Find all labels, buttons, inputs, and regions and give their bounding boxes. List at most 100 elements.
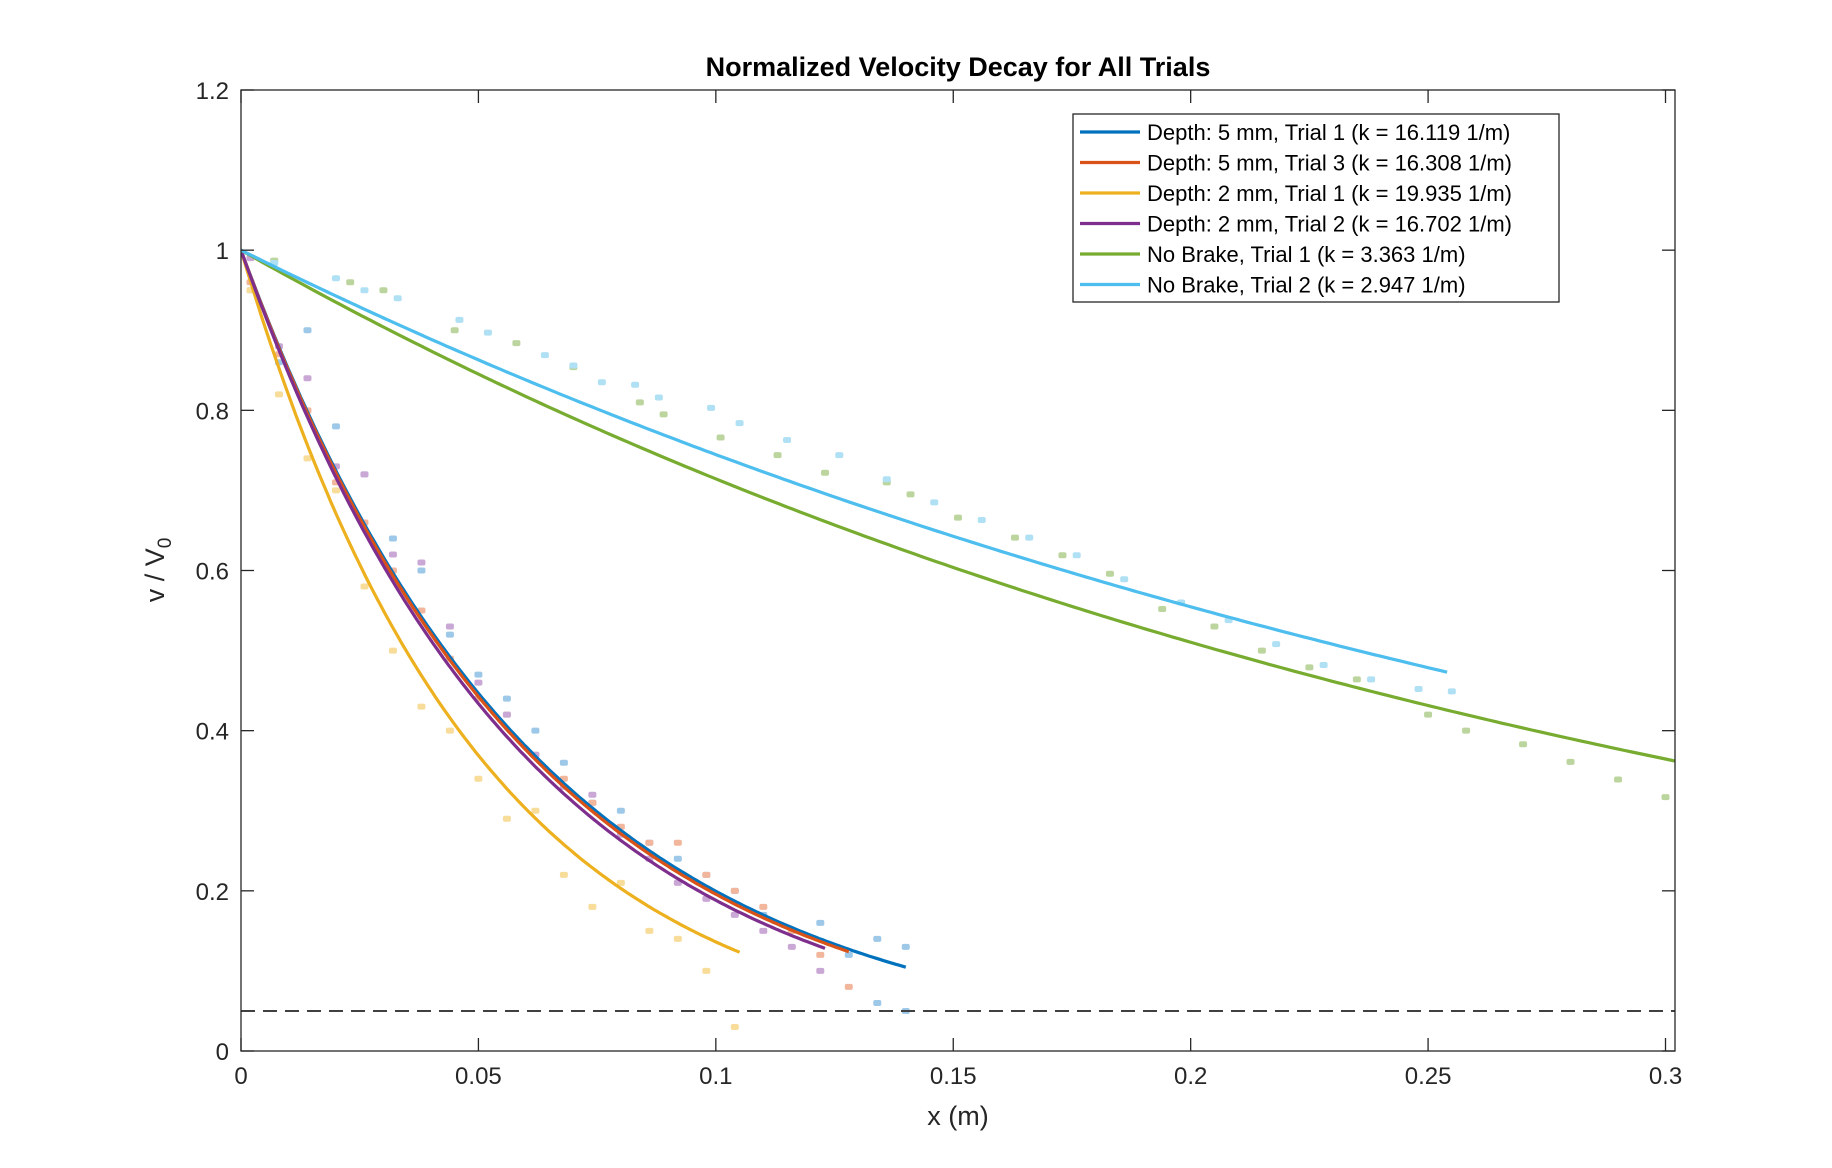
scatter-point — [445, 623, 454, 630]
scatter-point — [379, 287, 388, 294]
x-tick-label: 0.05 — [455, 1063, 502, 1090]
fit-line-5 — [241, 248, 1448, 674]
scatter-series-4 — [270, 257, 1670, 801]
scatter-point — [331, 275, 340, 282]
axis-ticks: 0 0.05 0.1 0.15 0.2 0.25 0.3 0 0.2 0.4 0.6 0.8 1 1.2 — [196, 78, 1683, 1090]
scatter-point — [474, 775, 483, 782]
scatter-point — [1447, 688, 1456, 695]
scatter-point — [673, 855, 682, 862]
scatter-series-2 — [246, 287, 739, 1030]
scatter-point — [873, 999, 882, 1006]
scatter-point — [759, 927, 768, 934]
scatter-point — [393, 295, 402, 302]
scatter-point — [716, 434, 725, 441]
scatter-point — [631, 381, 640, 388]
scatter-point — [930, 499, 939, 506]
scatter-point — [873, 935, 882, 942]
scatter-point — [821, 469, 830, 476]
scatter-point — [954, 514, 962, 521]
scatter-point — [645, 927, 654, 934]
x-tick-label: 0.25 — [1405, 1063, 1452, 1090]
scatter-point — [474, 679, 483, 686]
scatter-point — [331, 423, 340, 430]
scatter-point — [816, 919, 825, 926]
scatter-point — [417, 703, 426, 710]
scatter-series-5 — [270, 259, 1456, 695]
scatter-point — [474, 671, 483, 678]
scatter-point — [559, 871, 568, 878]
scatter-point — [844, 951, 853, 958]
scatter-point — [502, 815, 511, 822]
scatter-point — [1025, 534, 1034, 541]
y-tick-label: 0 — [216, 1039, 229, 1066]
legend-label-1: Depth: 5 mm, Trial 3 (k = 16.308 1/m) — [1147, 151, 1512, 176]
y-axis-label: v / V0 — [140, 538, 176, 603]
scatter-point — [1462, 727, 1471, 734]
scatter-point — [1158, 605, 1167, 612]
scatter-point — [1305, 664, 1314, 671]
scatter-point — [1352, 676, 1361, 683]
scatter-point — [654, 394, 663, 401]
scatter-point — [388, 551, 397, 558]
scatter-point — [559, 759, 568, 766]
scatter-point — [645, 839, 654, 846]
y-tick-label: 0.4 — [196, 719, 229, 746]
scatter-point — [673, 935, 682, 942]
scatter-point — [730, 1023, 739, 1030]
scatter-point — [1120, 576, 1129, 583]
scatter-point — [569, 362, 578, 369]
scatter-point — [901, 943, 910, 950]
scatter-point — [483, 329, 492, 336]
scatter-point — [531, 807, 540, 814]
scatter-point — [673, 839, 682, 846]
scatter-point — [882, 476, 891, 483]
x-tick-label: 0.15 — [930, 1063, 977, 1090]
scatter-point — [1319, 661, 1328, 668]
scatter-point — [588, 791, 597, 798]
scatter-point — [844, 983, 853, 990]
scatter-point — [783, 436, 792, 443]
legend-label-4: No Brake, Trial 1 (k = 3.363 1/m) — [1147, 242, 1466, 267]
scatter-point — [597, 379, 606, 386]
scatter-point — [388, 647, 397, 654]
scatter-point — [588, 903, 597, 910]
scatter-point — [540, 352, 549, 359]
scatter-point — [906, 491, 915, 498]
y-tick-label: 0.2 — [196, 879, 229, 906]
plot-content — [241, 248, 1675, 1030]
scatter-point — [730, 887, 739, 894]
scatter-point — [502, 695, 511, 702]
scatter-point — [702, 967, 711, 974]
legend-label-5: No Brake, Trial 2 (k = 2.947 1/m) — [1147, 273, 1466, 298]
y-tick-label: 1 — [216, 238, 229, 265]
scatter-point — [531, 727, 540, 734]
scatter-point — [360, 583, 369, 590]
scatter-point — [816, 951, 825, 958]
x-tick-label: 0.2 — [1174, 1063, 1207, 1090]
scatter-point — [730, 911, 739, 918]
scatter-point — [1414, 686, 1423, 693]
scatter-point — [445, 631, 454, 638]
scatter-point — [588, 799, 597, 806]
scatter-series-0 — [246, 287, 910, 1014]
scatter-point — [360, 287, 369, 294]
scatter-point — [303, 375, 312, 382]
scatter-point — [502, 711, 511, 718]
fit-line-2 — [241, 249, 741, 954]
scatter-point — [346, 279, 355, 286]
x-axis-label: x (m) — [927, 1101, 988, 1131]
scatter-point — [303, 455, 312, 462]
scatter-point — [1210, 623, 1219, 630]
x-tick-label: 0.1 — [699, 1063, 732, 1090]
scatter-point — [1257, 647, 1266, 654]
scatter-point — [702, 871, 711, 878]
plot-area — [240, 89, 1676, 1052]
chart-title: Normalized Velocity Decay for All Trials — [706, 52, 1211, 82]
scatter-point — [1272, 641, 1281, 648]
scatter-point — [445, 727, 454, 734]
scatter-point — [360, 471, 369, 478]
scatter-point — [759, 903, 768, 910]
scatter-point — [1614, 776, 1623, 783]
scatter-point — [816, 967, 825, 974]
